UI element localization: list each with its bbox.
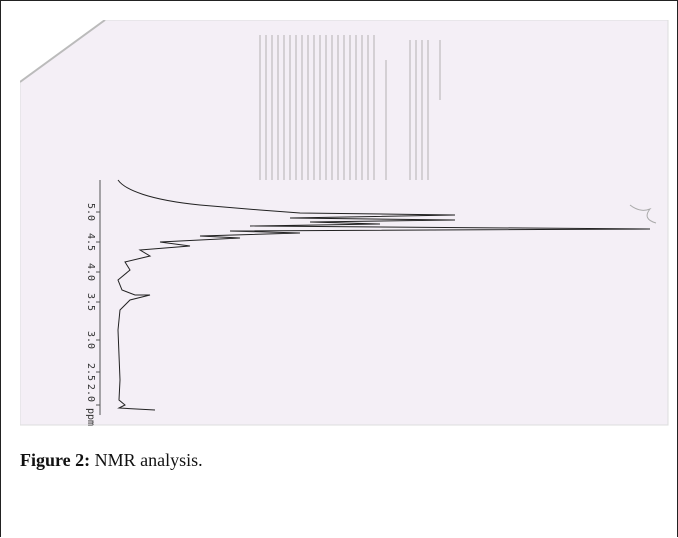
axis-label: 3.5 bbox=[85, 293, 96, 311]
axis-label: 3.0 bbox=[85, 331, 96, 349]
axis-label: 5.0 bbox=[85, 203, 96, 221]
axis-label: 2.5 bbox=[85, 363, 96, 381]
axis-label: 4.0 bbox=[85, 263, 96, 281]
handwriting bbox=[629, 204, 657, 224]
paper-fold bbox=[20, 20, 106, 83]
peak-table bbox=[259, 35, 441, 180]
spectrum-trace bbox=[117, 179, 651, 411]
axis-ticks: 5.0 4.5 4.0 3.5 3.0 2.5 2.0 ppm bbox=[85, 203, 100, 426]
axis-label: 2.0 ppm bbox=[85, 384, 96, 426]
caption-text: NMR analysis. bbox=[94, 450, 203, 470]
nmr-scan: 5.0 4.5 4.0 3.5 3.0 2.5 2.0 ppm bbox=[20, 20, 669, 426]
figure-caption: Figure 2: NMR analysis. bbox=[20, 450, 203, 471]
axis-label: 4.5 bbox=[85, 233, 96, 251]
caption-label: Figure 2: bbox=[20, 450, 91, 470]
